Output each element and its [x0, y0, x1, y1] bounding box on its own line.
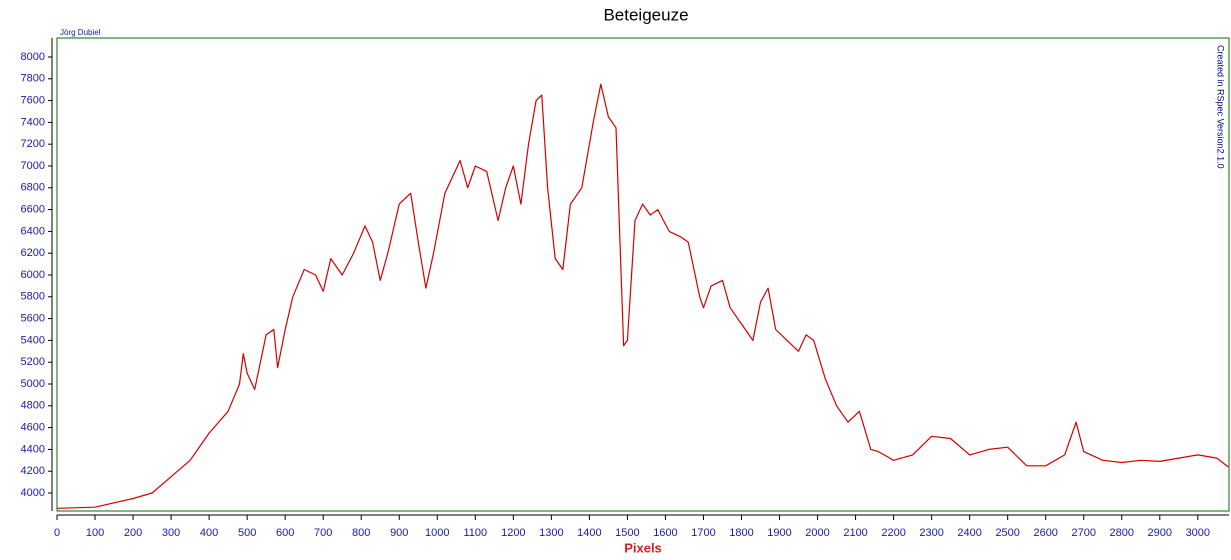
x-tick-label: 700	[314, 527, 332, 539]
y-tick-label: 4600	[21, 422, 45, 434]
y-tick-label: 6800	[21, 182, 45, 194]
y-tick-label: 7400	[21, 116, 45, 128]
watermark: Created in RSpec Version2.1.0	[1216, 45, 1226, 169]
y-tick-label: 7200	[21, 138, 45, 150]
x-tick-label: 2600	[1033, 527, 1057, 539]
y-tick-label: 4000	[21, 487, 45, 499]
x-tick-label: 2800	[1110, 527, 1134, 539]
x-axis-label: Pixels	[624, 540, 662, 555]
x-tick-label: 3000	[1186, 527, 1210, 539]
y-tick-label: 5000	[21, 378, 45, 390]
x-tick-label: 800	[352, 527, 370, 539]
y-tick-label: 8000	[21, 51, 45, 63]
x-tick-label: 1700	[691, 527, 715, 539]
spectrum-line	[56, 83, 1229, 509]
y-tick-label: 5800	[21, 291, 45, 303]
y-tick-label: 6600	[21, 203, 45, 215]
x-tick-label: 100	[86, 527, 104, 539]
x-tick-label: 2200	[881, 527, 905, 539]
x-tick-label: 200	[124, 527, 142, 539]
plot-frame	[56, 37, 1230, 512]
y-tick-label: 7600	[21, 94, 45, 106]
x-tick-label: 2300	[919, 527, 943, 539]
x-tick-label: 1400	[577, 527, 601, 539]
x-tick-label: 300	[162, 527, 180, 539]
x-tick-label: 500	[238, 527, 256, 539]
x-tick-label: 900	[390, 527, 408, 539]
x-tick-label: 1000	[425, 527, 449, 539]
y-tick-label: 5400	[21, 334, 45, 346]
y-tick-label: 6200	[21, 247, 45, 259]
y-tick-label: 6400	[21, 225, 45, 237]
chart-title: Beteigeuze	[603, 5, 688, 24]
x-tick-label: 1500	[615, 527, 639, 539]
x-tick-label: 1300	[539, 527, 563, 539]
y-tick-label: 6000	[21, 269, 45, 281]
x-tick-label: 2700	[1071, 527, 1095, 539]
x-tick-label: 600	[276, 527, 294, 539]
x-tick-label: 2100	[843, 527, 867, 539]
y-tick-label: 7800	[21, 73, 45, 85]
x-tick-label: 1600	[653, 527, 677, 539]
y-tick-label: 4800	[21, 400, 45, 412]
x-tick-label: 0	[54, 527, 60, 539]
y-tick-label: 4200	[21, 465, 45, 477]
y-tick-label: 4400	[21, 443, 45, 455]
x-tick-label: 400	[200, 527, 218, 539]
author: Jörg Dubiel	[60, 28, 101, 37]
x-tick-label: 1200	[501, 527, 525, 539]
x-tick-label: 1100	[463, 527, 487, 539]
x-tick-label: 1900	[767, 527, 791, 539]
y-tick-label: 5200	[21, 356, 45, 368]
x-tick-label: 2400	[957, 527, 981, 539]
x-tick-label: 2900	[1148, 527, 1172, 539]
y-tick-label: 5600	[21, 313, 45, 325]
x-tick-label: 1800	[729, 527, 753, 539]
y-tick-label: 7000	[21, 160, 45, 172]
x-tick-label: 2000	[805, 527, 829, 539]
x-tick-label: 2500	[995, 527, 1019, 539]
